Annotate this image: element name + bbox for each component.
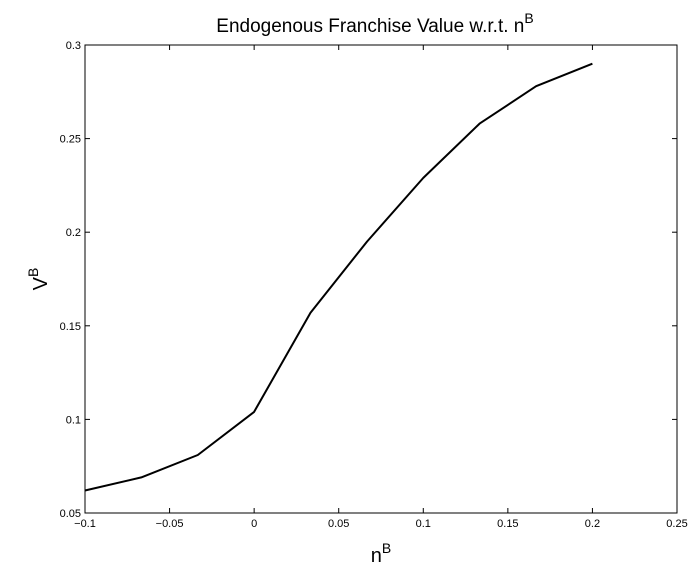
y-tick-label: 0.25	[60, 134, 81, 146]
series-group	[84, 62, 593, 492]
y-tick-label: 0.15	[60, 321, 81, 333]
y-tick-label: 0.1	[66, 414, 81, 426]
y-tick-label: 0.3	[66, 40, 81, 52]
x-tick-label: 0	[251, 518, 257, 530]
x-axis-label: nB	[371, 540, 391, 567]
x-tick-label: −0.1	[74, 518, 96, 530]
series-line	[84, 62, 593, 492]
plot-area	[84, 44, 678, 514]
x-tick-label: 0.05	[328, 518, 349, 530]
y-axis-label: VB	[25, 268, 52, 291]
x-tick-label: 0.1	[416, 518, 431, 530]
x-axis-ticks: −0.1 −0.05 0 0.05 0.1 0.15 0.2 0.25	[74, 45, 688, 530]
y-axis-ticks: 0.05 0.1 0.15 0.2 0.25 0.3	[60, 40, 677, 520]
x-tick-label: 0.15	[497, 518, 518, 530]
x-tick-label: −0.05	[156, 518, 184, 530]
y-tick-label: 0.2	[66, 227, 81, 239]
x-tick-label: 0.25	[666, 518, 687, 530]
chart-title: Endogenous Franchise Value w.r.t. nB	[216, 10, 533, 37]
y-tick-label: 0.05	[60, 508, 81, 520]
x-tick-label: 0.2	[585, 518, 600, 530]
